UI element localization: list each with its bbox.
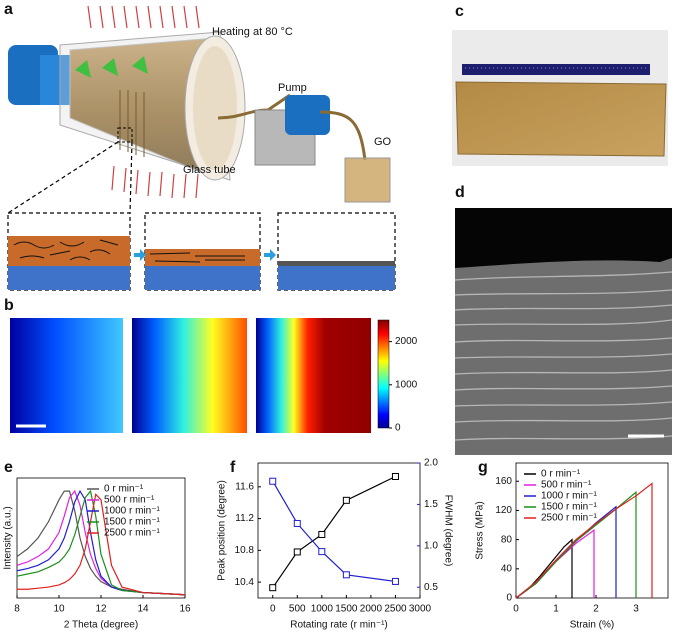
y-tick-label: 11.6 [235, 481, 254, 492]
x-tick-label: 14 [137, 604, 149, 615]
y-tick-label: 10.4 [235, 577, 255, 588]
legend-label: 500 r min⁻¹ [541, 480, 592, 491]
x-tick-label: 2 [593, 604, 599, 615]
legend-label: 1500 r min⁻¹ [104, 517, 161, 528]
x-axis-label: 2 Theta (degree) [64, 620, 138, 631]
photo-c [452, 30, 668, 166]
panel-label: b [4, 297, 14, 314]
y-axis-label: Peak position (degree) [217, 480, 228, 581]
x-tick-label: 2500 [384, 604, 407, 615]
legend-label: 1000 r min⁻¹ [104, 506, 161, 517]
y-tick-label: 80 [501, 534, 513, 545]
series-line [515, 528, 595, 599]
point [293, 548, 301, 556]
x-tick-label: 8 [14, 604, 20, 615]
series-line [515, 482, 653, 599]
plot-frame [515, 462, 669, 599]
x-tick-label: 0 [513, 604, 519, 615]
series-line [272, 475, 396, 589]
y-axis-label: Stress (MPa) [475, 501, 486, 559]
point [342, 571, 350, 579]
point [269, 584, 277, 592]
label-heating: Heating at 80 °C [212, 26, 293, 38]
y-tick-label: 11.2 [235, 513, 254, 524]
panel-label: e [4, 459, 13, 476]
legend-label: 500 r min⁻¹ [104, 495, 155, 506]
y2-tick-label: 1.5 [424, 499, 438, 510]
y-tick-label: 10.8 [235, 545, 255, 556]
plot-frame [257, 462, 421, 599]
point [391, 577, 399, 585]
y-tick-label: 40 [501, 563, 513, 574]
x-axis-label: Strain (%) [570, 620, 614, 631]
x-tick-label: 0 [270, 604, 276, 615]
colorbar-tick-label: 0 [395, 423, 401, 434]
panel-label: a [4, 1, 13, 18]
colorbar-tick-label: 2000 [395, 336, 418, 347]
legend-label: 1000 r min⁻¹ [541, 491, 598, 502]
legend-label: 2500 r min⁻¹ [104, 528, 161, 539]
panel-label: c [455, 3, 464, 20]
sem-d [454, 208, 673, 455]
x-tick-label: 12 [95, 604, 107, 615]
series-line [16, 489, 186, 596]
panel-label: g [478, 459, 488, 476]
y-axis-label: Intensity (a.u.) [3, 506, 14, 569]
legend-label: 0 r min⁻¹ [541, 469, 581, 480]
maps-b [10, 318, 371, 433]
y2-tick-label: 1.0 [424, 540, 438, 551]
point [318, 548, 326, 556]
x-tick-label: 3 [633, 604, 639, 615]
label-pump: Pump [278, 82, 307, 94]
series-line [17, 493, 186, 596]
illustration-a [7, 5, 396, 291]
x-tick-label: 1 [553, 604, 559, 615]
point [391, 473, 399, 480]
panel-label: f [230, 459, 236, 476]
legend-label: 0 r min⁻¹ [104, 484, 144, 495]
x-tick-label: 2000 [360, 604, 383, 615]
x-tick-label: 16 [179, 604, 191, 615]
x-axis-label: Rotating rate (r min⁻¹) [290, 620, 388, 631]
point [293, 519, 301, 527]
series-line [272, 480, 396, 583]
legend-label: 2500 r min⁻¹ [541, 513, 598, 524]
point [318, 530, 326, 538]
label-go: GO [374, 136, 392, 148]
point [342, 496, 350, 504]
colorbar [377, 319, 390, 429]
series-line [515, 490, 637, 599]
panel-label: d [455, 184, 465, 201]
y2-axis-label: FWHM (degree) [442, 495, 453, 567]
label-tube: Glass tube [183, 164, 236, 176]
x-tick-label: 1000 [311, 604, 334, 615]
x-tick-label: 500 [289, 604, 306, 615]
x-tick-label: 3000 [409, 604, 432, 615]
legend-label: 1500 r min⁻¹ [541, 502, 598, 513]
point [269, 477, 277, 485]
x-tick-label: 1500 [335, 604, 358, 615]
series-line [16, 490, 186, 596]
y-tick-label: 0 [506, 593, 512, 604]
y2-tick-label: 2.0 [424, 458, 438, 469]
colorbar-tick-label: 1000 [395, 379, 418, 390]
series-line [515, 538, 573, 599]
y2-tick-label: 0.5 [424, 582, 438, 593]
y-tick-label: 160 [495, 476, 512, 487]
x-tick-label: 10 [53, 604, 65, 615]
y-tick-label: 120 [495, 505, 512, 516]
